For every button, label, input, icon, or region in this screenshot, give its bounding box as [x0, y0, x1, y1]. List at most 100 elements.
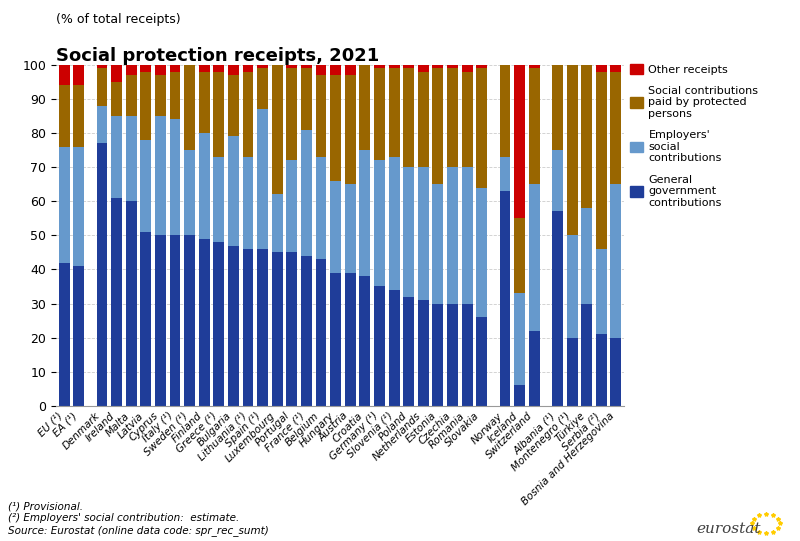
Bar [330, 273, 341, 406]
Bar [499, 65, 510, 157]
Bar [73, 147, 84, 266]
Bar [214, 72, 224, 157]
Bar [359, 276, 370, 406]
Bar [286, 68, 298, 160]
Bar [97, 106, 107, 143]
Bar [529, 331, 540, 406]
Text: Social protection receipts, 2021: Social protection receipts, 2021 [56, 47, 379, 65]
Bar [257, 249, 268, 406]
Bar [214, 157, 224, 242]
Bar [214, 242, 224, 406]
Bar [462, 167, 473, 304]
Bar [97, 65, 107, 68]
Bar [97, 143, 107, 406]
Bar [610, 184, 622, 338]
Bar [228, 65, 239, 75]
Bar [389, 157, 399, 290]
Bar [58, 65, 70, 85]
Bar [111, 82, 122, 116]
Bar [170, 235, 181, 406]
Bar [389, 290, 399, 406]
Bar [529, 68, 540, 184]
Bar [514, 385, 525, 406]
Bar [170, 120, 181, 235]
Bar [315, 65, 326, 75]
Bar [610, 338, 622, 406]
Bar [97, 68, 107, 106]
Bar [242, 72, 254, 157]
Bar [359, 150, 370, 276]
Bar [462, 72, 473, 167]
Bar [418, 65, 429, 72]
Bar [596, 65, 607, 72]
Bar [403, 296, 414, 406]
Bar [529, 184, 540, 331]
Bar [228, 246, 239, 406]
Bar [447, 167, 458, 304]
Bar [566, 338, 578, 406]
Bar [418, 167, 429, 300]
Bar [73, 266, 84, 406]
Bar [432, 68, 443, 184]
Bar [58, 262, 70, 406]
Bar [476, 65, 487, 68]
Bar [214, 65, 224, 72]
Bar [345, 65, 356, 75]
Bar [447, 65, 458, 68]
Bar [111, 116, 122, 198]
Bar [315, 157, 326, 259]
Bar [566, 235, 578, 338]
Bar [432, 65, 443, 68]
Bar [447, 68, 458, 167]
Bar [257, 68, 268, 109]
Bar [499, 191, 510, 406]
Bar [552, 150, 563, 212]
Bar [315, 259, 326, 406]
Bar [315, 75, 326, 157]
Bar [170, 65, 181, 72]
Bar [228, 136, 239, 246]
Bar [476, 68, 487, 188]
Bar [596, 72, 607, 249]
Bar [155, 65, 166, 75]
Bar [155, 75, 166, 116]
Text: (¹) Provisional.
(²) Employers' social contribution:  estimate.
​Source: Eurosta: (¹) Provisional. (²) Employers' social c… [8, 502, 269, 536]
Bar [345, 273, 356, 406]
Text: (% of total receipts): (% of total receipts) [56, 13, 181, 26]
Bar [73, 65, 84, 85]
Bar [301, 65, 312, 68]
Bar [242, 65, 254, 72]
Bar [330, 65, 341, 75]
Bar [514, 293, 525, 385]
Bar [126, 65, 137, 75]
Bar [242, 157, 254, 249]
Bar [432, 304, 443, 406]
Bar [198, 133, 210, 239]
Bar [198, 65, 210, 72]
Bar [476, 317, 487, 406]
Bar [184, 150, 195, 235]
Bar [374, 160, 385, 287]
Bar [582, 65, 592, 208]
Bar [345, 75, 356, 184]
Bar [272, 65, 282, 194]
Bar [126, 116, 137, 201]
Bar [403, 65, 414, 68]
Bar [286, 65, 298, 68]
Bar [566, 65, 578, 235]
Text: eurostat: eurostat [696, 522, 761, 536]
Bar [514, 65, 525, 218]
Bar [286, 252, 298, 406]
Bar [111, 198, 122, 406]
Bar [499, 157, 510, 191]
Bar [140, 72, 151, 140]
Bar [257, 65, 268, 68]
Bar [462, 65, 473, 72]
Bar [403, 68, 414, 167]
Bar [476, 188, 487, 317]
Bar [272, 252, 282, 406]
Bar [582, 304, 592, 406]
Bar [170, 72, 181, 120]
Bar [286, 160, 298, 252]
Bar [345, 184, 356, 273]
